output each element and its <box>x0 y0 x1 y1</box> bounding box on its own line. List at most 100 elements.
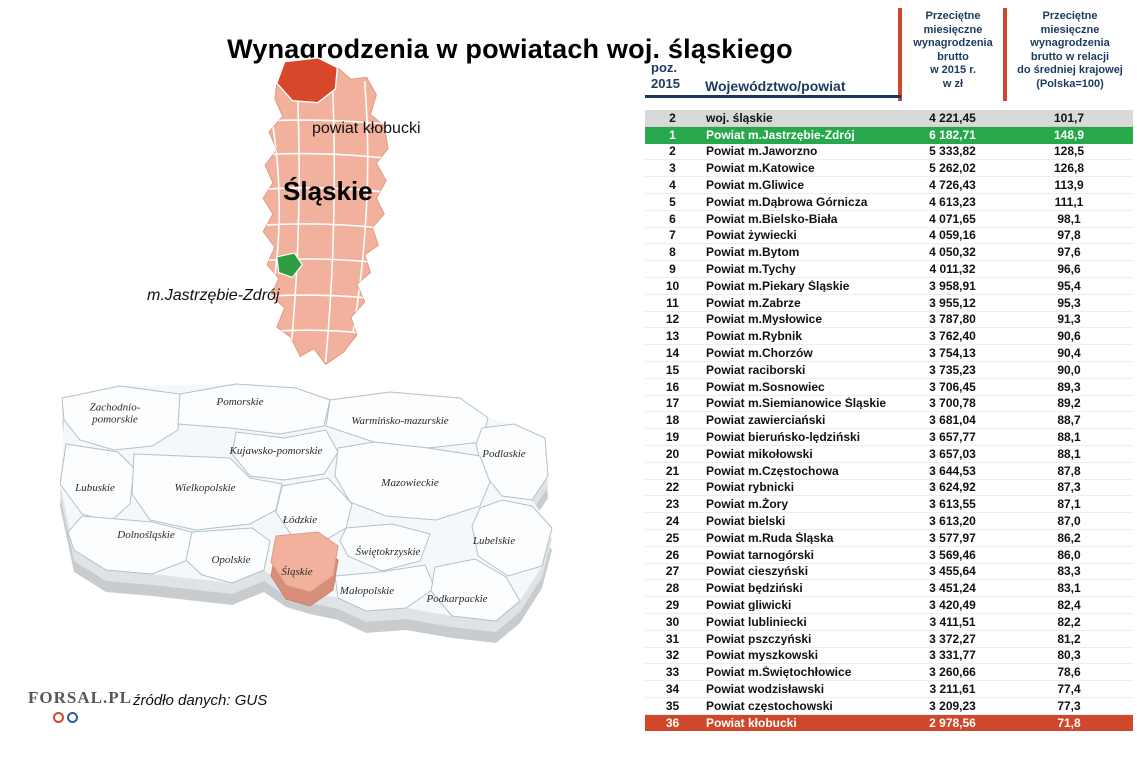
row-name: Powiat m.Jastrzębie-Zdrój <box>706 129 855 142</box>
row-pos: 5 <box>669 195 676 208</box>
row-name: Powiat m.Bytom <box>706 246 800 259</box>
row-pos: 25 <box>665 531 680 544</box>
row-rel: 82,4 <box>1057 599 1081 611</box>
label-warminsko-mazurskie: Warmińsko-mazurskie <box>351 415 449 428</box>
row-rel: 81,2 <box>1057 632 1081 645</box>
row-pos: 2 <box>669 145 676 158</box>
row-name: Powiat m.Chorzów <box>706 347 813 360</box>
row-rel: 88,1 <box>1057 447 1081 460</box>
table-row: 30 Powiat lubliniecki 3 411,51 82,2 <box>645 613 1133 631</box>
row-rel: 80,3 <box>1057 649 1081 662</box>
row-pos: 8 <box>669 246 676 259</box>
header-underline <box>645 95 901 98</box>
row-rel: 97,6 <box>1057 246 1081 259</box>
shape-lubelskie <box>471 499 553 577</box>
row-name: Powiat m.Piekary Śląskie <box>706 279 850 292</box>
label-zachodniopomorskie: Zachodnio- pomorskie <box>89 401 141 425</box>
row-rel: 148,9 <box>1053 129 1085 142</box>
table-row: 8 Powiat m.Bytom 4 050,32 97,6 <box>645 244 1133 262</box>
row-pos: 24 <box>665 515 680 528</box>
row-name: Powiat bielski <box>706 515 786 528</box>
forsal-logo: FORSAL.PL <box>28 688 132 707</box>
silesia-map <box>262 57 389 365</box>
row-pos: 9 <box>669 263 676 276</box>
table-row: 12 Powiat m.Mysłowice 3 787,80 91,3 <box>645 311 1133 329</box>
row-wage: 3 787,80 <box>929 313 976 326</box>
table-row: 17 Powiat m.Siemianowice Śląskie 3 700,78 8… <box>645 395 1133 413</box>
table-row: 29 Powiat gliwicki 3 420,49 82,4 <box>645 597 1133 614</box>
label-dolnoslaskie: Dolnośląskie <box>117 529 175 542</box>
slaskie-highlight-top <box>270 531 339 593</box>
row-rel: 86,0 <box>1057 548 1081 561</box>
label-malopolskie: Małopolskie <box>339 585 395 598</box>
row-wage: 4 726,43 <box>929 179 976 192</box>
row-pos: 35 <box>665 699 680 712</box>
row-rel: 128,5 <box>1053 145 1085 158</box>
col-header-wage: Przeciętne miesięczne wynagrodzenia brut… <box>913 10 993 90</box>
row-wage: 3 681,04 <box>929 414 976 427</box>
table-row: 24 Powiat bielski 3 613,20 87,0 <box>645 513 1133 530</box>
row-pos: 11 <box>666 296 679 309</box>
row-name: Powiat m.Częstochowa <box>706 464 839 477</box>
row-pos: 4 <box>669 179 676 192</box>
row-name: Powiat m.Jaworzno <box>706 145 818 158</box>
row-rel: 82,2 <box>1057 615 1081 628</box>
row-name: Powiat m.Żory <box>706 498 789 511</box>
row-name: Powiat m.Mysłowice <box>706 313 823 326</box>
row-name: Powiat m.Tychy <box>706 263 796 276</box>
table-row: 31 Powiat pszczyński 3 372,27 81,2 <box>645 630 1133 648</box>
row-wage: 4 221,45 <box>929 111 976 124</box>
label-opolskie: Opolskie <box>211 554 251 567</box>
row-rel: 88,1 <box>1057 431 1081 444</box>
row-wage: 3 613,20 <box>929 515 976 528</box>
row-rel: 126,8 <box>1053 162 1085 175</box>
row-rel: 89,2 <box>1057 397 1081 410</box>
row-pos: 3 <box>669 162 676 175</box>
row-rel: 87,8 <box>1057 464 1081 477</box>
row-wage: 6 182,71 <box>929 129 976 142</box>
row-wage: 3 754,13 <box>929 347 976 360</box>
table-row: 20 Powiat mikołowski 3 657,03 88,1 <box>645 445 1133 463</box>
row-wage: 3 209,23 <box>929 699 976 712</box>
row-wage: 3 451,24 <box>929 582 976 595</box>
row-name: Powiat m.Dąbrowa Górnicza <box>706 195 868 208</box>
row-name: woj. śląskie <box>706 111 773 124</box>
row-wage: 3 624,92 <box>929 481 976 494</box>
row-rel: 111,1 <box>1054 195 1084 208</box>
row-pos: 1 <box>669 129 676 142</box>
label-slaskie-region: Śląskie <box>283 176 373 206</box>
row-pos: 21 <box>665 464 680 477</box>
shape-malopolskie <box>334 564 436 612</box>
row-pos: 18 <box>665 414 680 427</box>
row-wage: 3 411,51 <box>929 615 976 628</box>
row-wage: 3 657,77 <box>929 431 976 444</box>
row-name: Powiat m.Sosnowiec <box>706 380 825 393</box>
table-row: 5 Powiat m.Dąbrowa Górnicza 4 613,23 111,1 <box>645 193 1133 211</box>
row-wage: 3 569,46 <box>929 548 976 561</box>
wage-table: poz. 2015 Województwo/powiat Przeciętne … <box>645 8 1133 732</box>
row-wage: 2 978,56 <box>929 717 976 730</box>
row-rel: 86,2 <box>1057 531 1081 544</box>
table-row: 22 Powiat rybnicki 3 624,92 87,3 <box>645 479 1133 497</box>
row-pos: 6 <box>669 212 676 225</box>
row-name: Powiat m.Siemianowice Śląskie <box>706 397 887 410</box>
row-rel: 83,3 <box>1057 565 1081 578</box>
row-wage: 3 420,49 <box>929 599 976 611</box>
label-lubuskie: Lubuskie <box>75 482 115 495</box>
label-powiat-klobucki: powiat kłobucki <box>312 120 421 137</box>
row-wage: 3 613,55 <box>929 498 976 511</box>
row-pos: 32 <box>665 649 680 662</box>
row-wage: 3 762,40 <box>929 330 976 343</box>
row-name: Powiat raciborski <box>706 363 806 376</box>
table-row: 19 Powiat bieruńsko-lędziński 3 657,77 88,1 <box>645 429 1133 446</box>
row-pos: 13 <box>665 330 680 343</box>
table-row: 7 Powiat żywiecki 4 059,16 97,8 <box>645 227 1133 245</box>
row-rel: 77,3 <box>1057 699 1081 712</box>
table-row: 15 Powiat raciborski 3 735,23 90,0 <box>645 361 1133 379</box>
label-lodzkie: Łódzkie <box>282 514 318 527</box>
row-rel: 89,3 <box>1057 380 1081 393</box>
row-name: Powiat gliwicki <box>706 599 792 611</box>
table-row: 36 Powiat kłobucki 2 978,56 71,8 <box>645 714 1133 732</box>
shape-mazowieckie <box>334 441 491 521</box>
table-row: 28 Powiat będziński 3 451,24 83,1 <box>645 580 1133 598</box>
